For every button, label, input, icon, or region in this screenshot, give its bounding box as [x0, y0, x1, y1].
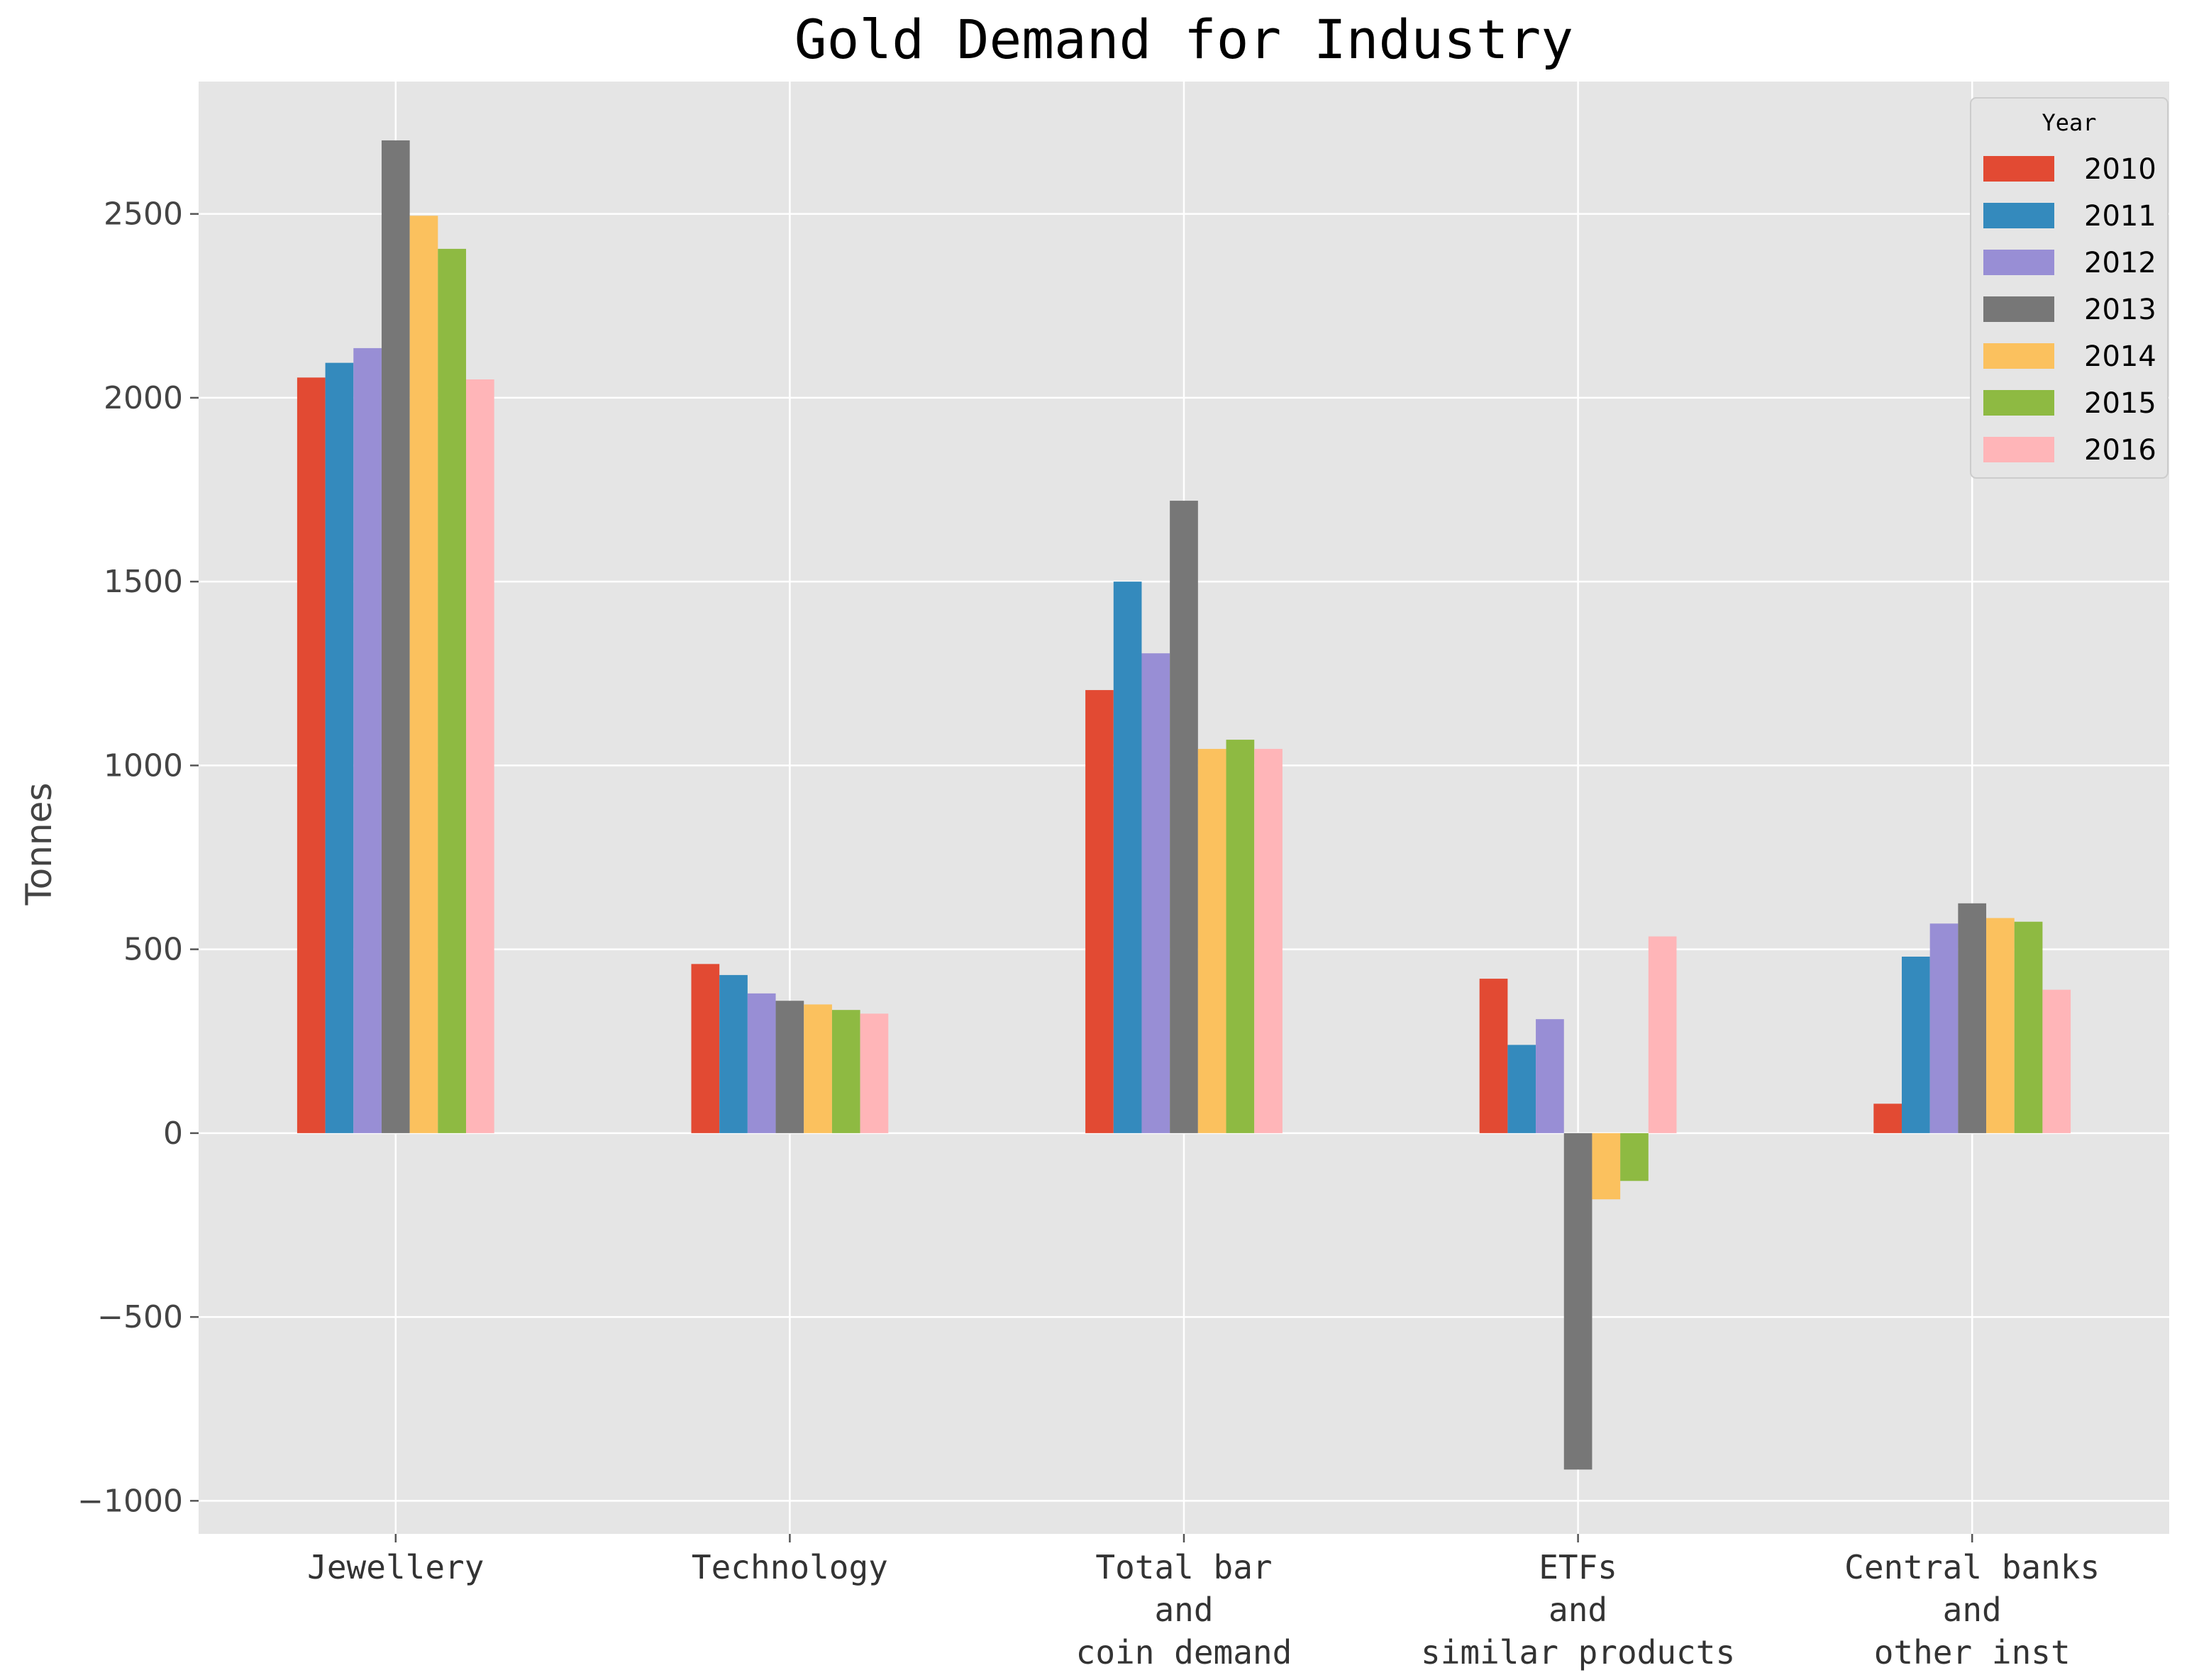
legend-swatch-2011: [1983, 203, 2054, 228]
x-tick-label: ETFs: [1539, 1548, 1617, 1586]
bar-2011: [1507, 1045, 1536, 1133]
bar-2010: [1873, 1103, 1902, 1133]
bar-2014: [1986, 918, 2015, 1133]
bar-2011: [719, 974, 748, 1133]
chart-title: Gold Demand for Industry: [794, 8, 1573, 71]
bar-2013: [381, 140, 410, 1133]
x-tick-label: and: [1154, 1591, 1213, 1629]
bar-2013: [1170, 501, 1198, 1133]
x-tick-label: Central banks: [1844, 1548, 2100, 1586]
y-tick-label: 1000: [104, 747, 183, 784]
bar-2015: [1226, 740, 1255, 1133]
bar-2011: [325, 362, 354, 1133]
legend-label-2015: 2015: [2084, 387, 2156, 420]
bar-2010: [1085, 690, 1114, 1133]
bar-2015: [2014, 921, 2043, 1133]
y-axis: −1000 −500 0 500 1000 1500 2000 2500: [77, 196, 199, 1519]
bar-2013: [1563, 1133, 1593, 1470]
bar-2010: [1479, 979, 1508, 1133]
legend-title: Year: [2042, 109, 2096, 136]
bar-2016: [1648, 936, 1677, 1133]
x-tick-label: coin demand: [1076, 1633, 1292, 1671]
bar-2014: [804, 1004, 832, 1133]
bar-2014: [1197, 749, 1226, 1133]
legend-swatch-2013: [1983, 296, 2054, 322]
legend-label-2010: 2010: [2084, 153, 2156, 186]
legend-label-2013: 2013: [2084, 294, 2156, 326]
y-tick-label: 0: [163, 1116, 183, 1152]
x-tick-label: and: [1549, 1591, 1607, 1629]
x-tick-label: other inst: [1874, 1633, 2071, 1671]
bar-2012: [1536, 1019, 1564, 1133]
x-tick-label: and: [1943, 1591, 2002, 1629]
x-tick-label: Total bar: [1095, 1548, 1272, 1586]
bar-2012: [353, 347, 382, 1133]
bar-2012: [747, 993, 776, 1133]
bar-2012: [1929, 923, 1959, 1133]
legend-swatch-2016: [1983, 437, 2054, 462]
bar-2010: [691, 964, 720, 1133]
bar-2016: [2042, 989, 2071, 1133]
x-axis: Jewellery Technology Total bar and coin dema…: [307, 1534, 2100, 1671]
legend-swatch-2012: [1983, 250, 2054, 275]
bar-2016: [860, 1013, 889, 1133]
legend-swatch-2015: [1983, 390, 2054, 416]
legend-label-2011: 2011: [2084, 200, 2156, 233]
legend-label-2014: 2014: [2084, 340, 2156, 373]
y-tick-label: −1000: [77, 1483, 183, 1519]
legend-box: [1970, 97, 2168, 479]
legend-label-2012: 2012: [2084, 247, 2156, 279]
bars: [297, 140, 2071, 1470]
x-tick-label: Technology: [692, 1548, 888, 1586]
legend: Year 2010 2011 2012 2013 2014 2015 2016: [1970, 97, 2168, 479]
bar-2015: [1620, 1133, 1649, 1181]
bar-2010: [297, 377, 326, 1133]
bar-2011: [1901, 956, 1930, 1133]
bar-2014: [1592, 1133, 1621, 1200]
bar-2016: [466, 379, 494, 1133]
bar-2016: [1254, 749, 1283, 1133]
bar-2013: [775, 1001, 804, 1133]
bar-2013: [1958, 903, 1987, 1133]
legend-swatch-2014: [1983, 343, 2054, 369]
bar-2011: [1113, 582, 1142, 1133]
bar-2014: [409, 216, 438, 1133]
y-tick-label: 500: [123, 932, 183, 968]
y-tick-label: 2500: [104, 196, 183, 233]
y-axis-label: Tonnes: [18, 783, 60, 906]
bar-2012: [1141, 653, 1170, 1133]
x-tick-label: similar products: [1421, 1633, 1735, 1671]
bar-2015: [831, 1010, 860, 1133]
y-tick-label: −500: [97, 1299, 183, 1335]
bar-2015: [438, 248, 467, 1133]
y-tick-label: 2000: [104, 380, 183, 416]
y-tick-label: 1500: [104, 564, 183, 600]
legend-label-2016: 2016: [2084, 434, 2156, 467]
legend-swatch-2010: [1983, 156, 2054, 182]
x-tick-label: Jewellery: [307, 1548, 484, 1586]
